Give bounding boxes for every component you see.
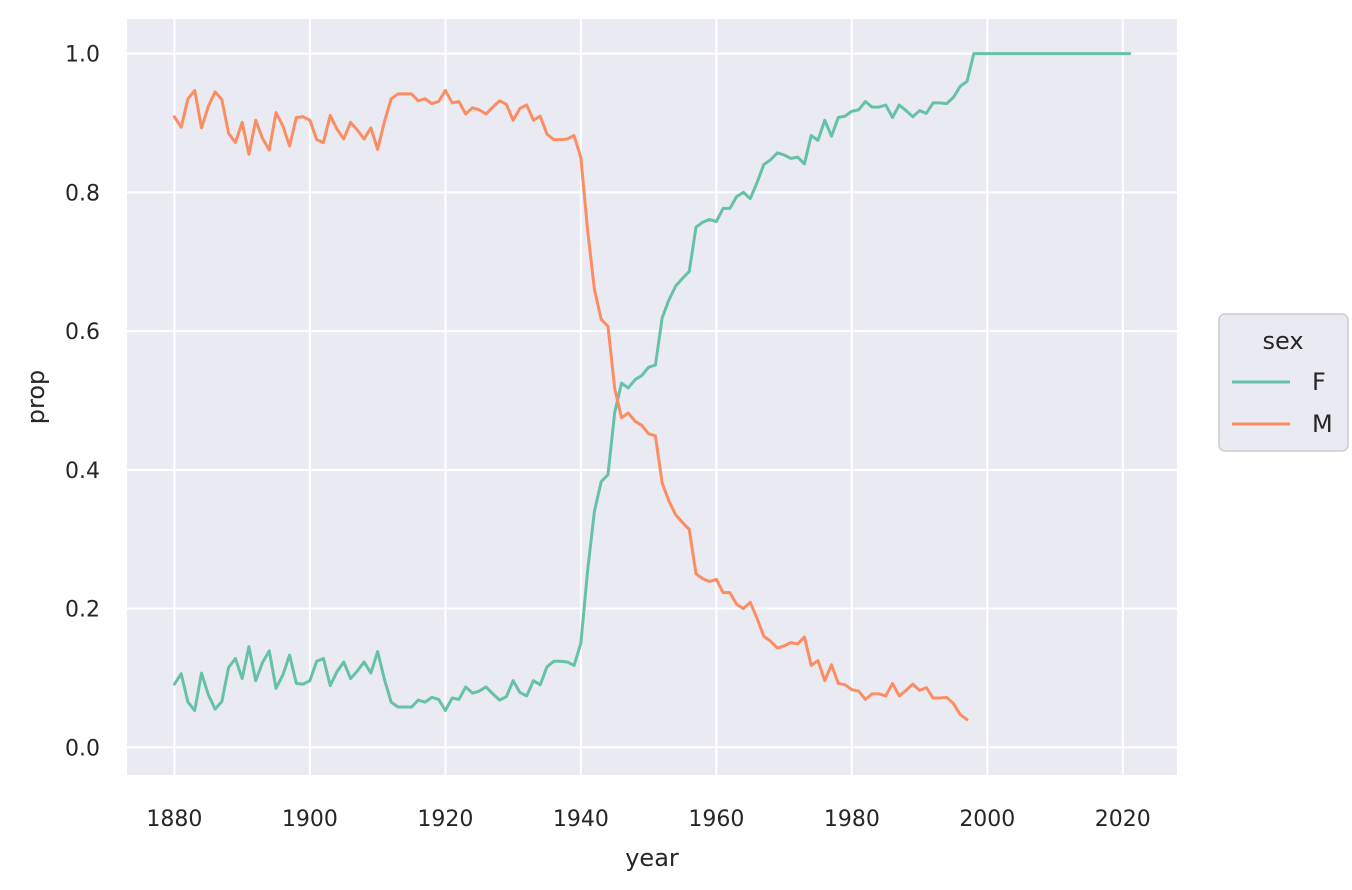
y-tick-label: 0.6 <box>65 320 100 345</box>
x-tick-label: 1960 <box>688 807 744 832</box>
y-tick-label: 0.4 <box>65 459 100 484</box>
x-tick-label: 2000 <box>959 807 1015 832</box>
legend-label-f: F <box>1312 368 1326 396</box>
gridlines <box>127 19 1177 775</box>
legend-title: sex <box>1262 327 1303 355</box>
x-tick-label: 1900 <box>282 807 338 832</box>
y-tick-label: 0.2 <box>65 598 100 623</box>
plot-background <box>127 19 1177 775</box>
series-lines <box>172 52 1132 722</box>
x-tick-label: 1940 <box>553 807 609 832</box>
tick-labels: 1880 1900 1920 1940 1960 1980 2000 2020 0.0 0.2 0.… <box>65 43 1151 832</box>
x-tick-label: 1920 <box>417 807 473 832</box>
x-tick-label: 1880 <box>146 807 202 832</box>
y-tick-label: 0.8 <box>65 181 100 206</box>
x-tick-label: 2020 <box>1095 807 1151 832</box>
y-tick-label: 1.0 <box>65 43 100 68</box>
legend: sex F M <box>1218 313 1349 452</box>
y-tick-label: 0.0 <box>65 736 100 761</box>
series-line-f <box>172 52 1132 712</box>
x-axis-label: year <box>625 844 679 872</box>
legend-label-m: M <box>1312 410 1333 438</box>
series-line-m <box>172 88 969 722</box>
y-axis-label: prop <box>22 370 50 425</box>
x-tick-label: 1980 <box>824 807 880 832</box>
